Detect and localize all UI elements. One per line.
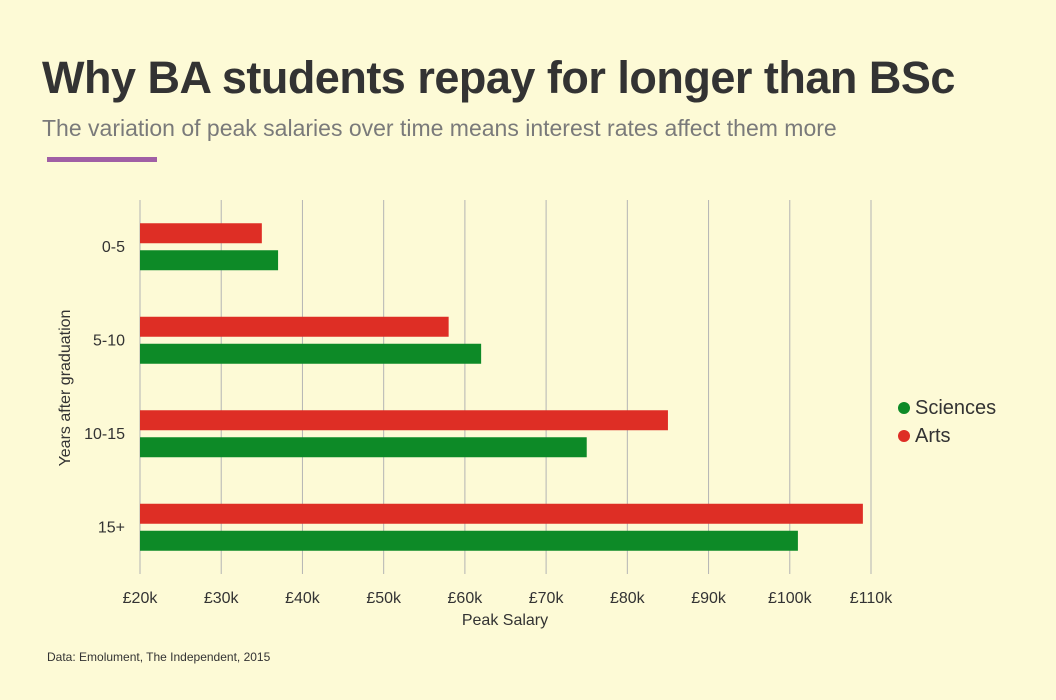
bars xyxy=(140,223,863,551)
x-tick-label: £50k xyxy=(366,590,402,607)
x-tick-label: £60k xyxy=(448,590,484,607)
y-tick-label: 5-10 xyxy=(93,332,125,349)
y-tick-label: 15+ xyxy=(98,519,125,536)
bar-arts-10-15 xyxy=(140,410,668,431)
bar-sciences-10-15 xyxy=(140,437,587,458)
bar-arts-5-10 xyxy=(140,316,449,337)
x-tick-label: £90k xyxy=(691,590,727,607)
legend-label-sciences: Sciences xyxy=(915,396,997,419)
bar-sciences-5-10 xyxy=(140,343,482,364)
y-tick-label: 10-15 xyxy=(84,426,125,443)
chart-subtitle: The variation of peak salaries over time… xyxy=(42,115,837,141)
y-axis-title: Years after graduation xyxy=(57,310,74,467)
bar-arts-15+ xyxy=(140,503,863,524)
chart-title: Why BA students repay for longer than BS… xyxy=(42,52,955,103)
legend: Sciences Arts xyxy=(898,394,996,450)
x-tick-label: £70k xyxy=(529,590,565,607)
legend-dot-arts xyxy=(898,430,910,442)
x-tick-label: £100k xyxy=(768,590,813,607)
legend-item-arts: Arts xyxy=(898,422,996,450)
x-axis-title: Peak Salary xyxy=(462,612,548,629)
accent-bar xyxy=(47,157,157,162)
legend-item-sciences: Sciences xyxy=(898,394,996,422)
x-tick-label: £40k xyxy=(285,590,321,607)
y-axis-ticks: 0-5 5-10 10-15 15+ xyxy=(84,239,125,537)
data-source: Data: Emolument, The Independent, 2015 xyxy=(47,650,271,664)
x-tick-label: £20k xyxy=(123,590,159,607)
bar-arts-0-5 xyxy=(140,223,262,244)
legend-label-arts: Arts xyxy=(915,424,951,447)
x-tick-label: £80k xyxy=(610,590,646,607)
y-tick-label: 0-5 xyxy=(102,239,125,256)
legend-dot-sciences xyxy=(898,402,910,414)
bar-sciences-0-5 xyxy=(140,250,279,271)
x-tick-label: £110k xyxy=(850,590,893,607)
x-tick-label: £30k xyxy=(204,590,240,607)
bar-sciences-15+ xyxy=(140,530,798,551)
x-axis-ticks: £20k £30k £40k £50k £60k £70k £80k £90k £100k £11… xyxy=(123,590,894,607)
